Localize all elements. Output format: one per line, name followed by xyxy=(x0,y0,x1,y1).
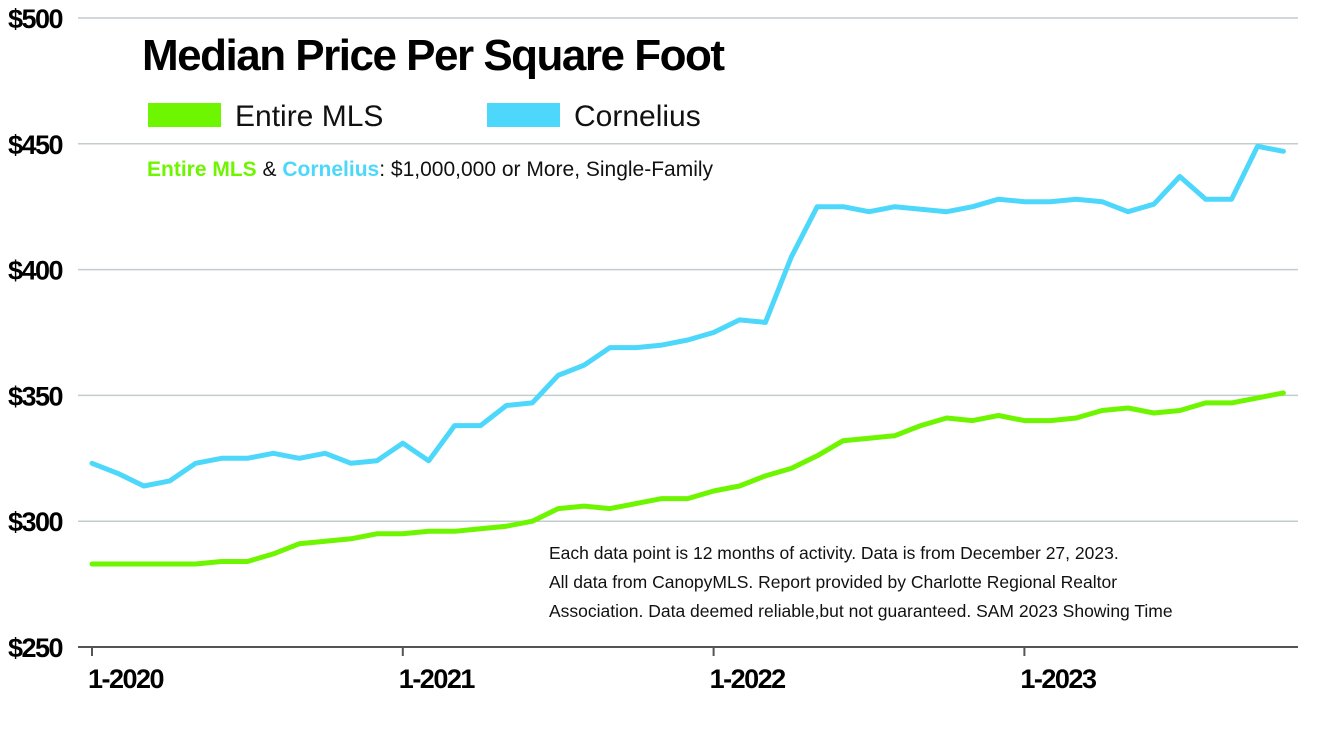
note-line-1: Each data point is 12 months of activity… xyxy=(549,543,1119,563)
legend-swatch-cornelius xyxy=(487,103,560,127)
legend-label-cornelius: Cornelius xyxy=(574,100,701,133)
x-tick-label: 1-2020 xyxy=(88,664,164,694)
gridlines xyxy=(78,18,1298,521)
series-line-cornelius xyxy=(92,146,1283,486)
x-tick-label: 1-2023 xyxy=(1020,664,1097,694)
subtitle-criteria: : $1,000,000 or More, Single-Family xyxy=(379,158,713,181)
y-tick-label: $450 xyxy=(8,130,63,160)
y-tick-label: $250 xyxy=(8,633,63,663)
x-tick-label: 1-2021 xyxy=(399,664,476,694)
y-tick-label: $500 xyxy=(8,4,63,34)
note-line-2: All data from CanopyMLS. Report provided… xyxy=(549,572,1117,592)
y-tick-label: $300 xyxy=(8,507,63,537)
subtitle-entire-mls: Entire MLS xyxy=(147,158,257,181)
x-axis: 1-2020 1-2021 1-2022 1-2023 xyxy=(78,647,1298,694)
subtitle-ampersand: & xyxy=(257,158,283,181)
chart-subtitle: Entire MLS & Cornelius: $1,000,000 or Mo… xyxy=(147,158,714,181)
legend-label-entire-mls: Entire MLS xyxy=(235,100,383,133)
x-tick-label: 1-2022 xyxy=(710,664,786,694)
y-tick-label: $350 xyxy=(8,381,63,411)
series-lines xyxy=(92,146,1284,564)
subtitle-cornelius: Cornelius xyxy=(282,158,379,181)
chart-title: Median Price Per Square Foot xyxy=(142,31,725,80)
y-tick-label: $400 xyxy=(8,256,63,286)
y-axis-ticks: $250 $300 $350 $400 $450 $500 xyxy=(8,4,63,663)
note-line-3: Association. Data deemed reliable,but no… xyxy=(549,601,1173,621)
legend-swatch-entire-mls xyxy=(148,103,221,127)
